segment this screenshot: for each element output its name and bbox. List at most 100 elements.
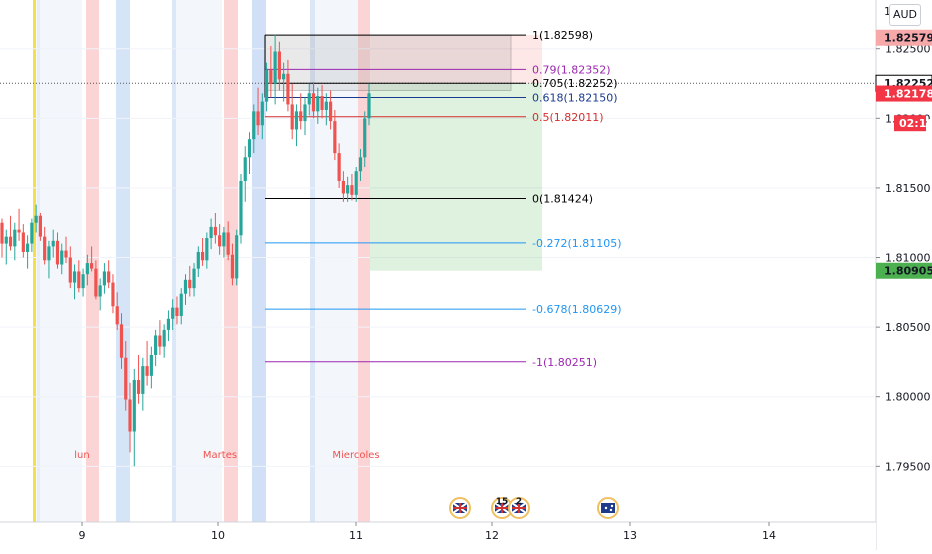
candle-body [132,380,136,432]
candle-body [273,51,277,84]
uk-flag-icon[interactable] [449,497,471,519]
fib-level-label: 0(1.81424) [532,192,593,205]
candle-body [252,111,256,140]
fibonacci-retracement[interactable]: 1(1.82598) 0.79(1.82352)0.705(1.82252)0.6… [0,29,876,369]
swing-high-rectangle[interactable] [264,34,512,91]
candle-body [247,139,252,158]
candle-body [218,235,222,247]
australia-flag-icon[interactable] [597,497,619,519]
candle-body [34,215,38,223]
price-tick-label: 1.79500 [885,460,931,473]
position-box-layer[interactable] [264,34,542,271]
candle-body [179,293,183,316]
countdown-badge: 02:10 [894,115,932,132]
candle-body [85,263,89,275]
session-stripe [172,0,176,522]
price-tick-label: 1.81000 [885,252,931,265]
candle-body [21,232,25,252]
session-labels-layer: lun Martes Miercoles [74,450,379,461]
candle-body [286,73,290,105]
candle-body [183,279,188,294]
candle-body [68,257,72,283]
candle-body [51,240,55,247]
candle-body [328,101,333,122]
candle-body [77,271,81,289]
candle-body [81,274,85,289]
candle-body [30,222,34,244]
currency-button[interactable]: AUD [889,4,921,26]
candle-body [358,157,363,172]
candle-body [17,229,21,233]
economic-events-layer[interactable]: 15 2 [449,497,619,519]
candle-body [354,171,358,195]
price-tick-label: 1.80000 [885,391,931,404]
candle-body [205,238,209,261]
price-tick-label: 1.81500 [885,182,931,195]
price-axis[interactable]: 1.8...01.795001.800001.805001.810001.815… [875,0,932,550]
uk-flag-icon[interactable]: 2 [508,497,530,519]
candle-body [107,271,111,283]
candle-body [47,246,51,261]
time-axis[interactable]: 9 10 11 12 13 14 [0,521,876,550]
candle-body [243,157,247,181]
candle-body [60,250,64,265]
fib-level-label: 0.79(1.82352) [532,63,611,76]
price-tick-label: 1.80500 [885,321,931,334]
candle-body [192,268,196,289]
time-tick-label: 12 [485,529,499,542]
candle-body [320,96,324,110]
candle-body [171,307,175,319]
session-stripe [37,0,40,522]
candle-body [282,73,286,80]
session-stripe [116,0,130,522]
fib-level-label: 0.5(1.82011) [532,111,604,124]
candle-body [72,271,77,283]
candle-body [222,232,226,247]
price-badge: 1.82178 [876,85,932,102]
candle-body [299,111,303,122]
candle-body [188,279,192,289]
position-target-zone[interactable] [370,83,542,271]
svg-text:1.82178: 1.82178 [884,88,932,101]
svg-text:02:10: 02:10 [899,117,932,130]
price-badge: 1.82579 [876,29,932,46]
uk-flag-icon[interactable]: 15 [491,497,513,519]
price-badge: 1.80905 [876,262,932,279]
candle-body [264,69,269,102]
time-tick-label: 11 [349,529,363,542]
candle-body [367,93,371,119]
time-tick-label: 14 [762,529,776,542]
fib-level-label: 0.618(1.82150) [532,91,618,104]
candle-body [213,226,217,236]
candle-body [154,335,158,355]
time-tick-label: 10 [211,529,225,542]
candle-body [196,251,200,269]
candle-body [200,251,205,261]
candle-body [209,226,213,239]
candle-body [303,104,307,122]
fib-level-label: -0.678(1.80629) [532,303,622,316]
candle-body [337,153,341,181]
candle-body [64,250,68,258]
candle-body [8,236,13,247]
candle-body [111,282,115,307]
candle-body [239,180,243,236]
time-axis-background [0,522,876,550]
event-count-label: 2 [516,497,522,507]
candle-body [260,101,264,126]
candle-body [166,318,171,330]
candle-body [55,240,60,265]
session-stripe [86,0,99,522]
candle-body [141,366,145,394]
candle-body [119,324,124,358]
candle-body [43,236,47,261]
candle-body [136,380,141,394]
candle-body [277,51,281,80]
candle-body [290,104,294,130]
candle-body [269,69,273,84]
candle-body [235,235,239,279]
candle-body [115,306,119,325]
position-stop-zone[interactable] [370,35,542,84]
time-tick-label: 9 [79,529,86,542]
